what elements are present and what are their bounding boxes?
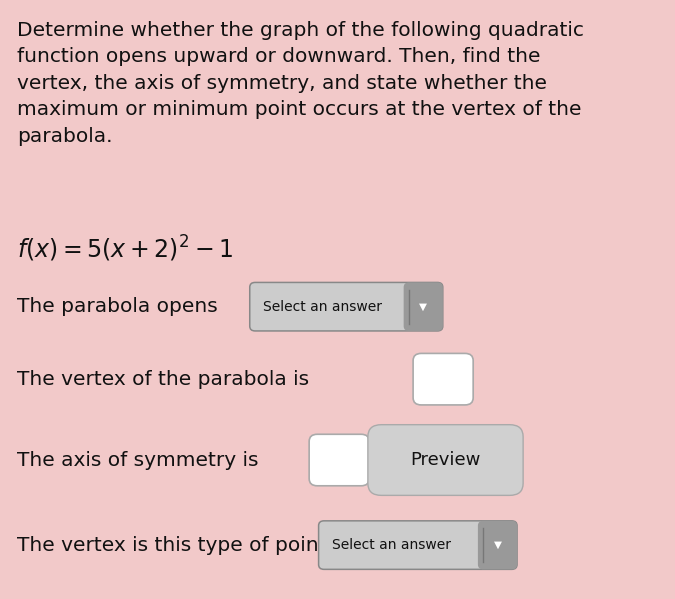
Text: Select an answer: Select an answer bbox=[332, 538, 451, 552]
Text: Select an answer: Select an answer bbox=[263, 300, 382, 314]
Text: Determine whether the graph of the following quadratic
function opens upward or : Determine whether the graph of the follo… bbox=[17, 21, 584, 146]
Text: The vertex is this type of point:: The vertex is this type of point: bbox=[17, 536, 340, 555]
Text: Preview: Preview bbox=[410, 451, 481, 469]
Text: $f(x) = 5(x + 2)^2 - 1$: $f(x) = 5(x + 2)^2 - 1$ bbox=[17, 234, 234, 264]
FancyBboxPatch shape bbox=[319, 521, 517, 569]
Text: The vertex of the parabola is: The vertex of the parabola is bbox=[17, 370, 315, 389]
FancyBboxPatch shape bbox=[478, 521, 517, 569]
FancyBboxPatch shape bbox=[368, 425, 523, 495]
Text: ▼: ▼ bbox=[419, 302, 427, 311]
Text: The axis of symmetry is: The axis of symmetry is bbox=[17, 450, 265, 470]
FancyBboxPatch shape bbox=[413, 353, 473, 405]
Text: ▼: ▼ bbox=[493, 540, 502, 550]
Text: The parabola opens: The parabola opens bbox=[17, 297, 224, 316]
FancyBboxPatch shape bbox=[404, 283, 443, 331]
FancyBboxPatch shape bbox=[250, 283, 443, 331]
FancyBboxPatch shape bbox=[309, 434, 369, 486]
